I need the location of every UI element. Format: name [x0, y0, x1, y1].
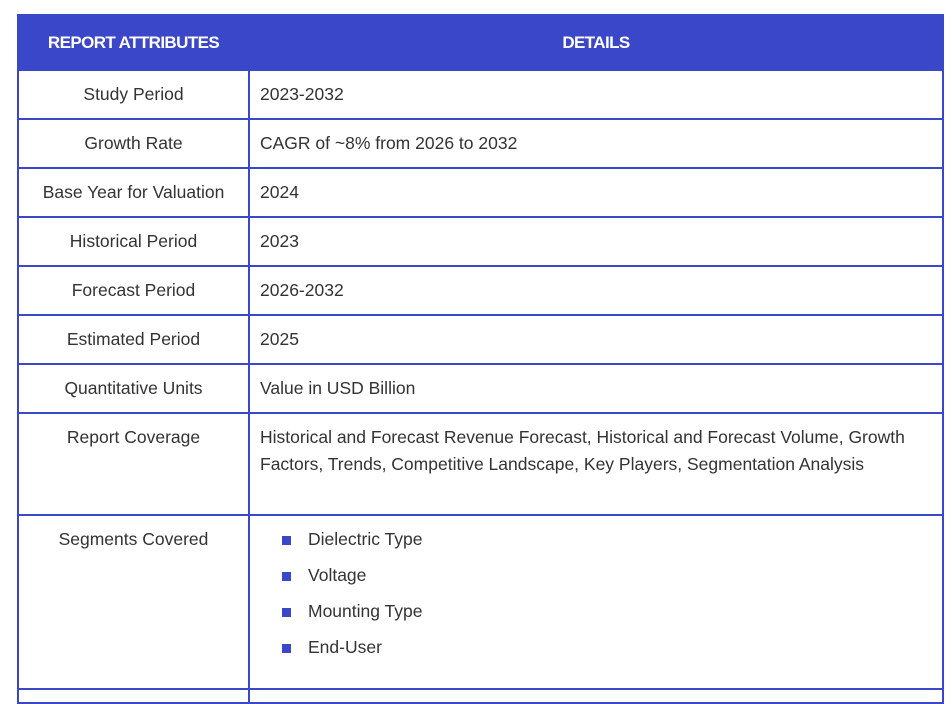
table-header-row: REPORT ATTRIBUTES DETAILS: [17, 14, 944, 71]
segment-label: Dielectric Type: [308, 529, 423, 549]
table-row: Report Coverage Historical and Forecast …: [17, 412, 944, 516]
table-row-segments: Segments Covered Dielectric Type Voltage: [17, 514, 944, 690]
attribute-cell: Study Period: [17, 69, 250, 120]
details-cell: 2023: [248, 216, 944, 267]
table-row: Estimated Period 2025: [17, 314, 944, 365]
report-attributes-table: REPORT ATTRIBUTES DETAILS Study Period 2…: [17, 14, 944, 704]
square-bullet-icon: [282, 608, 291, 617]
table-row: Base Year for Valuation 2024: [17, 167, 944, 218]
square-bullet-icon: [282, 644, 291, 653]
table-row: Growth Rate CAGR of ~8% from 2026 to 203…: [17, 118, 944, 169]
segments-details-cell: Dielectric Type Voltage Mounting Type: [248, 514, 944, 690]
details-cell: 2026-2032: [248, 265, 944, 316]
attribute-cell: Segments Covered: [17, 514, 250, 690]
header-details: DETAILS: [248, 14, 944, 71]
table-row: Study Period 2023-2032: [17, 69, 944, 120]
list-item: Mounting Type: [282, 598, 932, 625]
attribute-cell: Forecast Period: [17, 265, 250, 316]
attribute-cell-empty: [17, 688, 250, 704]
attribute-cell: Historical Period: [17, 216, 250, 267]
header-report-attributes: REPORT ATTRIBUTES: [17, 14, 250, 71]
segment-label: Mounting Type: [308, 601, 423, 621]
square-bullet-icon: [282, 572, 291, 581]
list-item: Voltage: [282, 562, 932, 589]
list-item: End-User: [282, 634, 932, 661]
attribute-cell: Quantitative Units: [17, 363, 250, 414]
segments-list: Dielectric Type Voltage Mounting Type: [260, 526, 932, 661]
table-row: Forecast Period 2026-2032: [17, 265, 944, 316]
attribute-cell: Growth Rate: [17, 118, 250, 169]
details-cell: 2023-2032: [248, 69, 944, 120]
square-bullet-icon: [282, 536, 291, 545]
report-attributes-table-container: REPORT ATTRIBUTES DETAILS Study Period 2…: [17, 14, 944, 704]
segment-label: End-User: [308, 637, 382, 657]
details-cell: CAGR of ~8% from 2026 to 2032: [248, 118, 944, 169]
attribute-cell: Report Coverage: [17, 412, 250, 516]
details-cell: Historical and Forecast Revenue Forecast…: [248, 412, 944, 516]
details-cell: 2025: [248, 314, 944, 365]
list-item: Dielectric Type: [282, 526, 932, 553]
table-row: Historical Period 2023: [17, 216, 944, 267]
segment-label: Voltage: [308, 565, 367, 585]
details-cell: Value in USD Billion: [248, 363, 944, 414]
attribute-cell: Estimated Period: [17, 314, 250, 365]
details-cell-empty: [248, 688, 944, 704]
table-row-partial: [17, 688, 944, 704]
table-row: Quantitative Units Value in USD Billion: [17, 363, 944, 414]
attribute-cell: Base Year for Valuation: [17, 167, 250, 218]
details-cell: 2024: [248, 167, 944, 218]
